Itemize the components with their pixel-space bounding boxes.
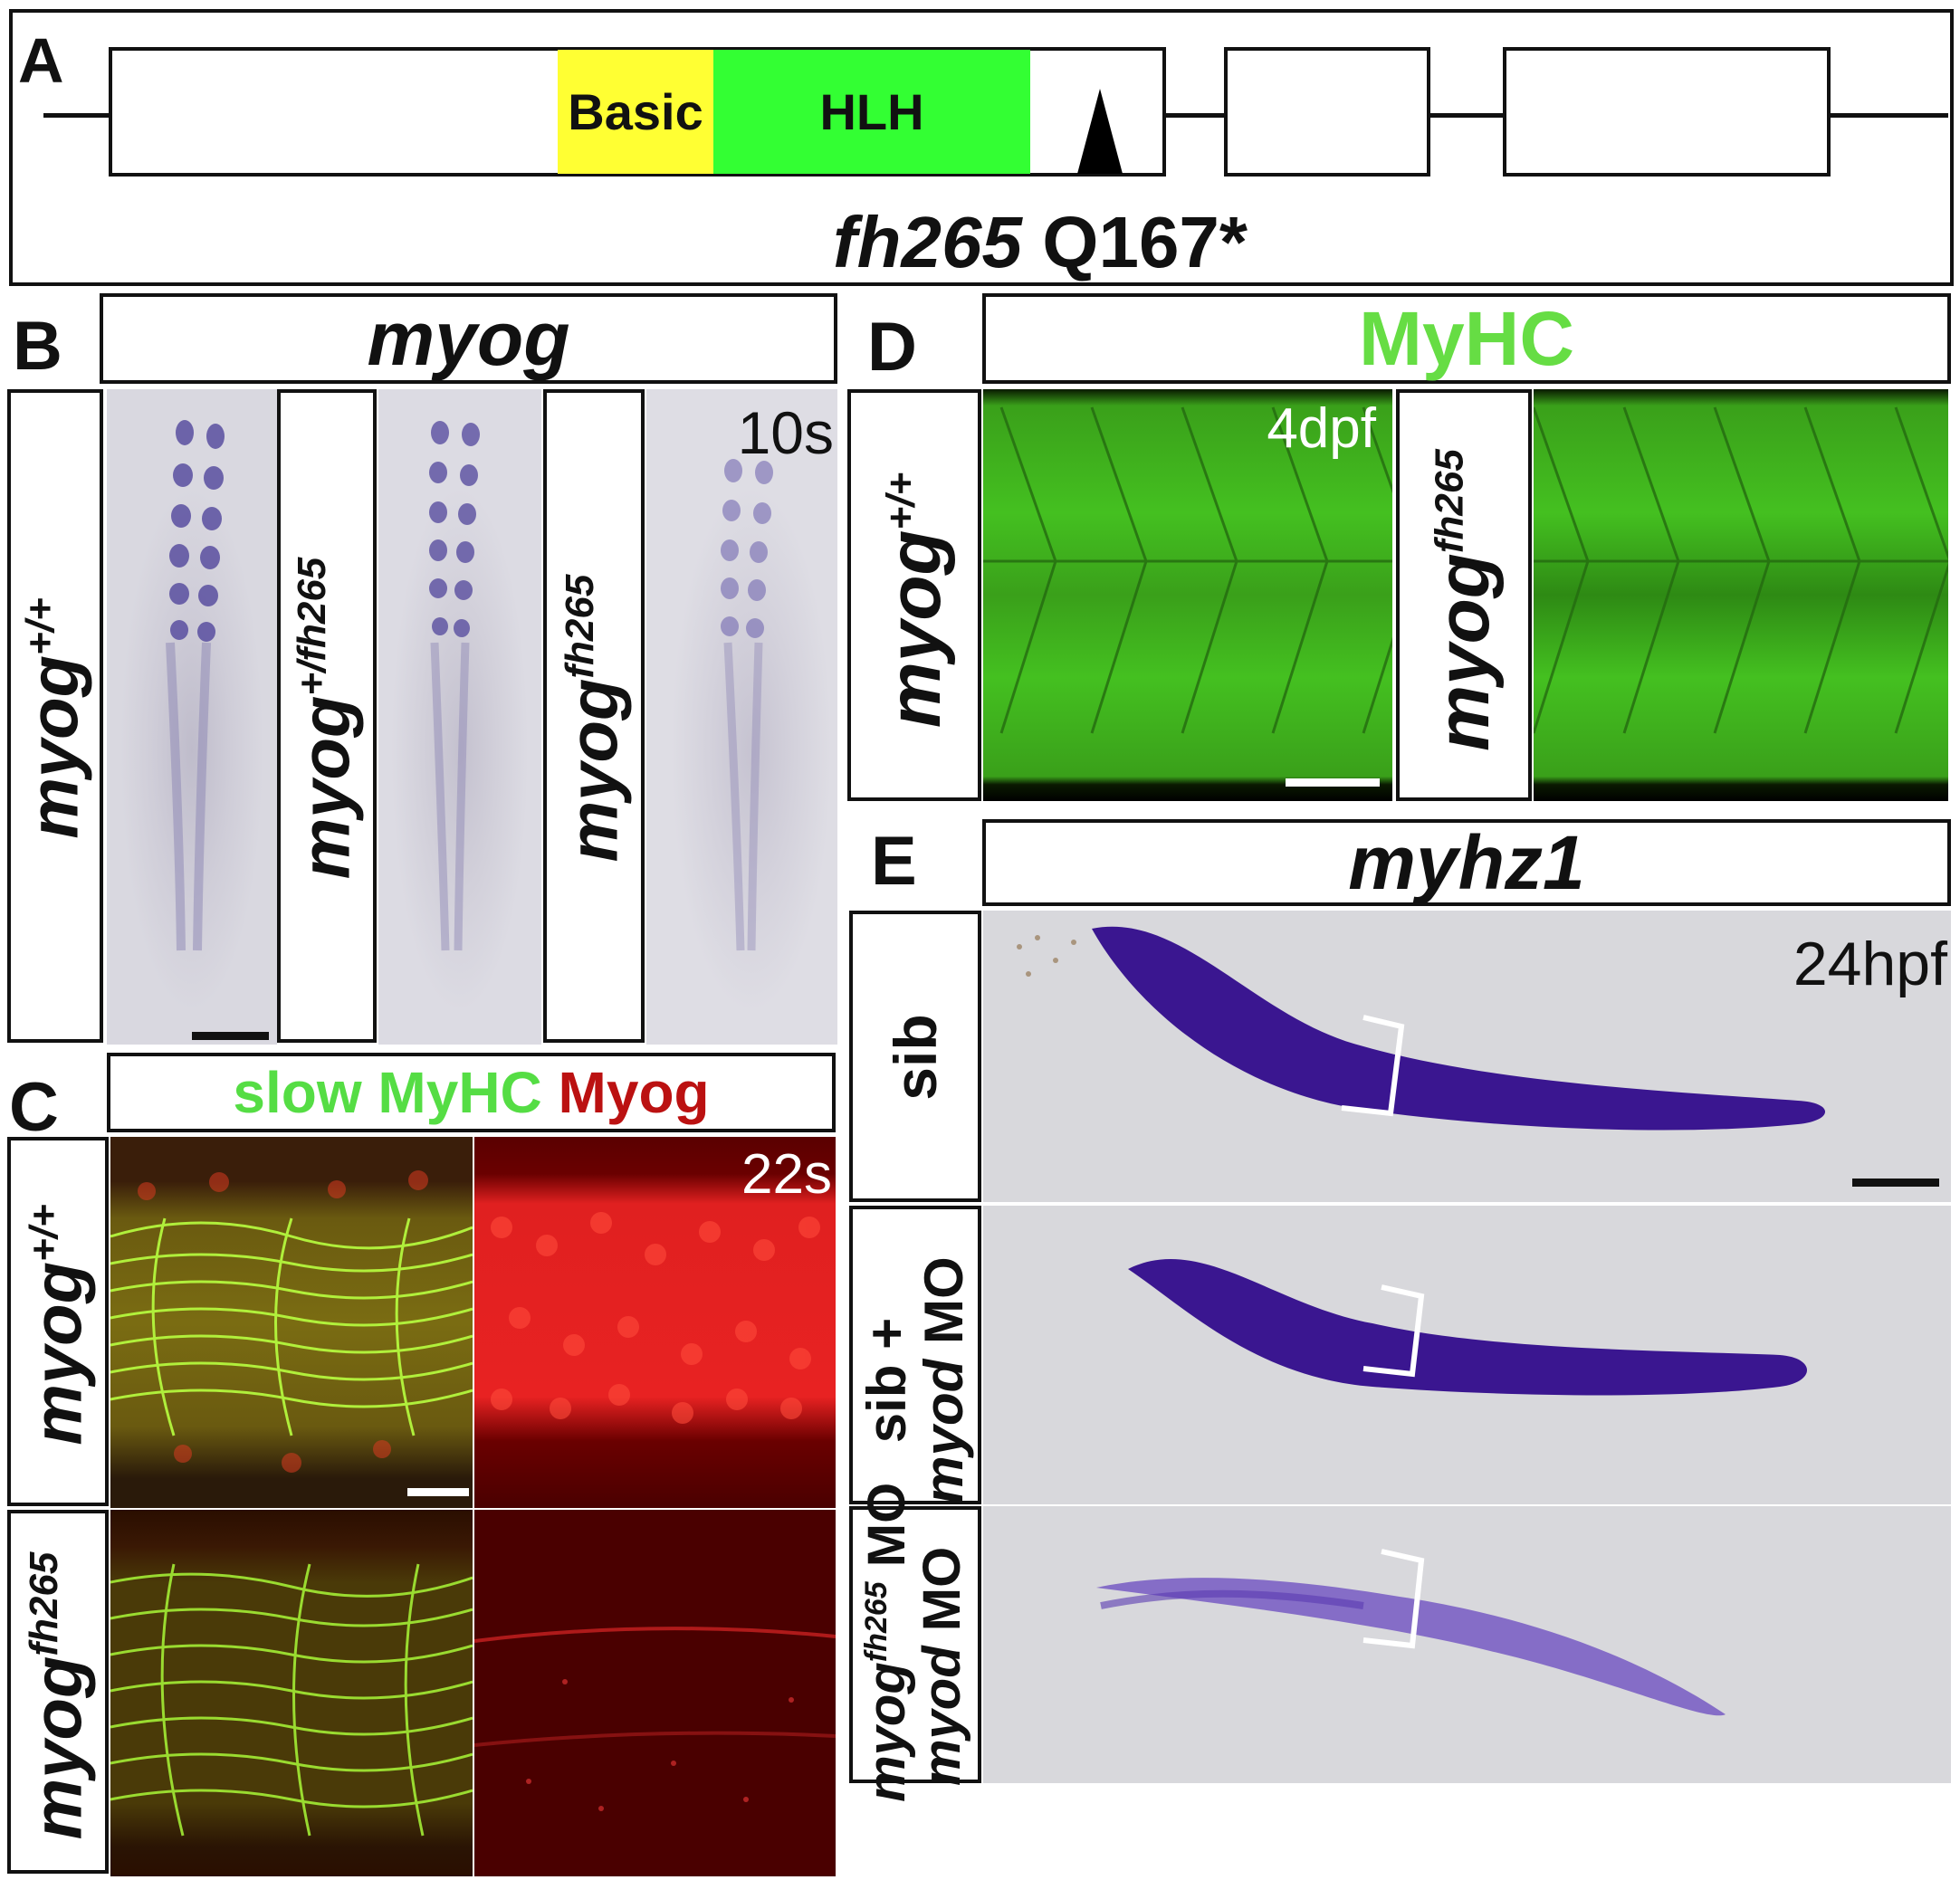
myhc-image-mutant <box>1534 389 1948 801</box>
row-label: sib <box>882 1014 949 1101</box>
panel-b-label-3 <box>543 389 645 1043</box>
genotype-label: myogfh265 <box>19 1551 97 1840</box>
myog-channel-mutant <box>474 1510 836 1876</box>
scale-bar <box>407 1488 469 1496</box>
panel-b-title: myog <box>100 293 837 384</box>
mutation-arrow-icon <box>1077 89 1123 174</box>
stage-label: 10s <box>737 399 834 466</box>
myhc-image-wt: 4dpf <box>983 389 1392 801</box>
panel-d-letter: D <box>867 309 917 386</box>
exon-2 <box>1224 47 1430 177</box>
panel-b-label-2 <box>277 389 377 1043</box>
panel-e-title: myhz1 <box>982 819 1951 906</box>
panel-d-label-1 <box>847 389 981 801</box>
slow-myhc-myog-merge-mutant <box>110 1510 473 1876</box>
scale-bar <box>1852 1179 1939 1187</box>
scale-bar <box>1286 778 1380 787</box>
genotype-label: myog+/+ <box>874 472 956 729</box>
panel-b-label-1 <box>7 389 103 1043</box>
myog-channel-wt: 22s <box>474 1137 836 1508</box>
panel-d-label-2 <box>1396 389 1532 801</box>
myhz1-image-sib: 24hpf <box>983 911 1951 1202</box>
genotype-label: myog+/+ <box>19 1204 97 1446</box>
scale-bar <box>192 1032 269 1040</box>
mutation-label: fh265 Q167* <box>833 202 1248 282</box>
hlh-domain: HLH <box>713 50 1030 174</box>
panel-c-letter: C <box>9 1069 59 1146</box>
panel-d-title: MyHC <box>982 293 1951 384</box>
slow-myhc-myog-merge-wt <box>110 1137 473 1508</box>
stage-label: 24hpf <box>1793 930 1947 998</box>
panel-a-letter: A <box>18 25 64 96</box>
panel-e-label-3 <box>849 1506 981 1783</box>
genotype-label: myogfh265 <box>1422 449 1505 751</box>
panel-c-title: slow MyHC Myog <box>107 1053 836 1132</box>
intron-line-2 <box>1430 113 1505 118</box>
intron-line-1 <box>1166 113 1226 118</box>
genotype-label: myog+/fh265 <box>287 557 365 880</box>
gene-line-left <box>43 113 111 118</box>
stage-label: 4dpf <box>1267 397 1376 460</box>
myhz1-image-sib-myod-mo <box>983 1206 1951 1504</box>
embryo-image-1 <box>107 389 277 1045</box>
panel-e-letter: E <box>871 823 917 900</box>
myhz1-image-mutant-myod-mo <box>983 1506 1951 1783</box>
panel-e-label-2 <box>849 1206 981 1504</box>
row-label: sib + myod MO <box>856 1256 974 1504</box>
panel-b-letter: B <box>13 308 62 385</box>
exon-3 <box>1503 47 1831 177</box>
genotype-label: myog+/+ <box>15 597 93 839</box>
panel-e-label-1 <box>849 911 981 1202</box>
embryo-image-2 <box>378 389 541 1045</box>
panel-c-label-1 <box>7 1137 109 1506</box>
panel-c-label-2 <box>7 1510 109 1874</box>
embryo-image-3: 10s <box>646 389 837 1045</box>
gene-line-right <box>1831 113 1948 118</box>
genotype-label: myogfh265 <box>555 574 633 863</box>
stage-label: 22s <box>741 1143 832 1206</box>
row-label: myogfh265 MO myod MO <box>857 1482 971 1802</box>
basic-domain: Basic <box>558 50 713 174</box>
